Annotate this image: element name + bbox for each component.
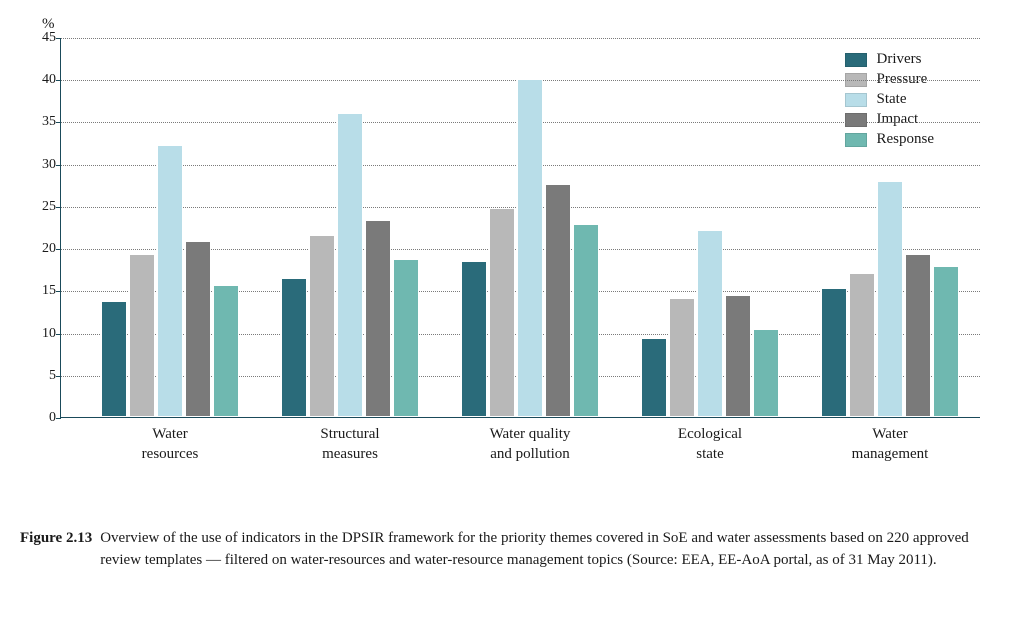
bar	[725, 295, 751, 417]
ytick-label: 25	[31, 199, 56, 215]
ytick-label: 10	[31, 326, 56, 342]
ytick-label: 0	[31, 410, 56, 426]
ytick-mark	[56, 165, 61, 166]
ytick-mark	[56, 376, 61, 377]
ytick-mark	[56, 418, 61, 419]
bar	[337, 113, 363, 417]
bar	[517, 79, 543, 417]
legend-item: Response	[845, 131, 935, 148]
ytick-label: 20	[31, 241, 56, 257]
bar-group	[281, 113, 419, 417]
xtick-label: Ecologicalstate	[621, 417, 799, 464]
bar-group	[461, 79, 599, 417]
bar	[641, 338, 667, 417]
legend-label: Drivers	[877, 51, 922, 68]
plot-area: DriversPressureStateImpactResponse 05101…	[60, 38, 980, 418]
bar	[101, 301, 127, 417]
ytick-mark	[56, 122, 61, 123]
legend-item: State	[845, 91, 935, 108]
ytick-label: 35	[31, 114, 56, 130]
ytick-mark	[56, 207, 61, 208]
legend-label: Impact	[877, 111, 919, 128]
chart-area: % DriversPressureStateImpactResponse 051…	[60, 20, 1020, 460]
bar	[129, 254, 155, 417]
bar	[393, 259, 419, 417]
bar-group	[101, 145, 239, 417]
xtick-label: Waterresources	[81, 417, 259, 464]
legend: DriversPressureStateImpactResponse	[839, 44, 941, 155]
bar	[489, 208, 515, 417]
ytick-mark	[56, 249, 61, 250]
bar	[365, 220, 391, 417]
legend-item: Drivers	[845, 51, 935, 68]
bar	[933, 266, 959, 417]
ytick-label: 15	[31, 283, 56, 299]
ytick-mark	[56, 291, 61, 292]
figure-caption: Figure 2.13 Overview of the use of indic…	[20, 528, 1010, 572]
xtick-label: Watermanagement	[801, 417, 979, 464]
bar	[461, 261, 487, 417]
bar	[877, 181, 903, 417]
bar	[573, 224, 599, 417]
figure-caption-text: Overview of the use of indicators in the…	[100, 528, 1010, 572]
bar	[753, 329, 779, 417]
legend-swatch	[845, 113, 867, 127]
xtick-label: Structuralmeasures	[261, 417, 439, 464]
bar	[545, 184, 571, 417]
bar	[849, 273, 875, 417]
bar	[905, 254, 931, 417]
legend-label: State	[877, 91, 907, 108]
legend-swatch	[845, 93, 867, 107]
bar	[157, 145, 183, 417]
bar	[669, 298, 695, 417]
bar	[697, 230, 723, 417]
legend-swatch	[845, 133, 867, 147]
bar	[213, 285, 239, 417]
figure-caption-label: Figure 2.13	[20, 528, 100, 572]
ytick-mark	[56, 38, 61, 39]
ytick-label: 5	[31, 368, 56, 384]
chart-container: % DriversPressureStateImpactResponse 051…	[20, 20, 1020, 572]
xtick-label: Water qualityand pollution	[441, 417, 619, 464]
ytick-label: 30	[31, 157, 56, 173]
bar	[309, 235, 335, 417]
legend-label: Response	[877, 131, 935, 148]
ytick-label: 45	[31, 30, 56, 46]
ytick-mark	[56, 80, 61, 81]
bar	[821, 288, 847, 417]
bar	[281, 278, 307, 417]
legend-item: Impact	[845, 111, 935, 128]
bar	[185, 241, 211, 417]
bar-group	[821, 181, 959, 417]
ytick-label: 40	[31, 72, 56, 88]
gridline	[61, 38, 980, 39]
legend-swatch	[845, 53, 867, 67]
bar-group	[641, 230, 779, 417]
ytick-mark	[56, 334, 61, 335]
